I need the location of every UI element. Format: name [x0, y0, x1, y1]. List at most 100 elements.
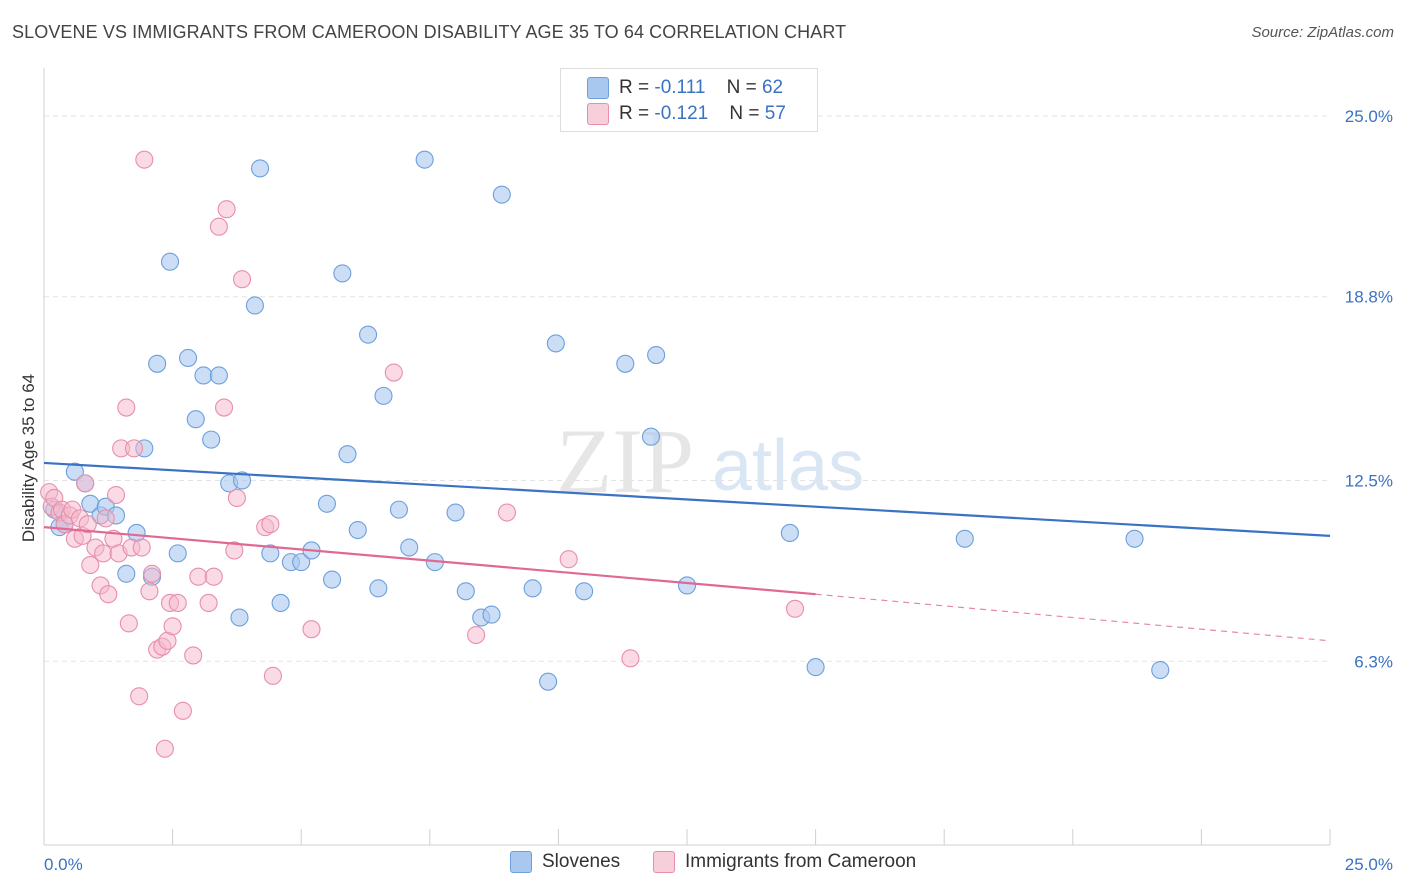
point-cameroon [106, 485, 126, 505]
point-slovenes [641, 427, 661, 446]
point-slovenes [250, 159, 270, 178]
point-cameroon [559, 550, 578, 569]
point-cameroon [78, 515, 97, 534]
point-slovenes [400, 538, 419, 557]
point-slovenes [359, 325, 378, 344]
point-cameroon [232, 270, 252, 289]
n-value: 57 [764, 103, 786, 124]
point-slovenes [317, 494, 336, 513]
point-cameroon [94, 544, 113, 563]
point-cameroon [204, 567, 223, 586]
point-slovenes [230, 608, 249, 627]
legend-label-cameroon: Immigrants from Cameroon [685, 851, 917, 872]
point-slovenes [348, 520, 367, 540]
point-cameroon [132, 538, 151, 557]
tick-labels: 6.3% 12.5% 18.8% 25.0% 0.0% 25.0% [44, 107, 1393, 874]
r-label: R = [619, 103, 655, 124]
watermark: ZIP atlas [556, 410, 864, 512]
point-slovenes [194, 366, 213, 385]
point-cameroon [163, 617, 182, 636]
point-slovenes [575, 582, 594, 601]
correlation-legend: R = -0.111 N = 62 R = -0.121 N = 57 [560, 68, 818, 132]
point-slovenes [186, 410, 205, 429]
point-cameroon [76, 474, 95, 493]
legend-swatch-blue [587, 77, 609, 99]
point-slovenes [245, 296, 264, 315]
point-cameroon [785, 599, 805, 618]
point-cameroon [117, 398, 136, 417]
point-slovenes [647, 346, 666, 365]
legend-item-slovenes: Slovenes [510, 851, 620, 873]
point-slovenes [677, 576, 697, 595]
trend-line-slovenes [43, 461, 1331, 537]
point-slovenes [178, 348, 198, 368]
point-slovenes [1151, 660, 1170, 680]
point-cameroon [96, 509, 115, 528]
point-slovenes [374, 386, 393, 405]
point-cameroon [261, 515, 280, 534]
point-slovenes [292, 553, 311, 572]
point-slovenes [492, 185, 511, 204]
y-tick-label: 12.5% [1345, 471, 1393, 490]
axes [43, 68, 1331, 846]
legend-swatch-pink [653, 851, 675, 873]
point-cameroon [81, 555, 100, 575]
legend-swatch-pink [587, 103, 609, 125]
legend-item-cameroon: Immigrants from Cameroon [653, 851, 916, 873]
point-slovenes [446, 503, 465, 522]
point-cameroon [263, 666, 282, 685]
n-value: 62 [761, 77, 784, 98]
point-slovenes [271, 593, 290, 612]
point-cameroon [124, 439, 144, 458]
y-axis-label: Disability Age 35 to 64 [19, 374, 38, 542]
point-slovenes [780, 523, 799, 543]
chart-source: Source: ZipAtlas.com [1251, 24, 1394, 41]
point-cameroon [497, 503, 517, 522]
point-cameroon [209, 217, 228, 236]
point-cameroon [135, 150, 154, 169]
point-cameroon [142, 564, 162, 583]
point-slovenes [261, 544, 280, 563]
data-points [40, 106, 1170, 758]
point-slovenes [148, 354, 167, 373]
y-tick-label: 25.0% [1345, 107, 1393, 126]
n-label: N = [729, 103, 765, 124]
point-cameroon [199, 593, 218, 612]
y-tick-label: 18.8% [1345, 288, 1393, 307]
r-value: -0.121 [654, 103, 709, 124]
point-slovenes [160, 252, 180, 271]
trend-lines [43, 461, 1331, 642]
r-label: R = [619, 77, 655, 98]
chart-title: SLOVENE VS IMMIGRANTS FROM CAMEROON DISA… [12, 22, 847, 42]
point-cameroon [227, 488, 246, 508]
point-slovenes [415, 150, 434, 169]
point-cameroon [217, 200, 236, 219]
point-cameroon [302, 620, 321, 639]
point-slovenes [168, 544, 187, 563]
x-tick-label-min: 0.0% [44, 855, 83, 874]
point-cameroon [119, 614, 138, 633]
legend-swatch-blue [510, 851, 532, 873]
point-slovenes [539, 672, 558, 691]
point-slovenes [232, 471, 252, 490]
y-tick-label: 6.3% [1354, 652, 1393, 671]
point-slovenes [202, 430, 221, 449]
point-slovenes [523, 579, 542, 598]
point-slovenes [209, 366, 228, 385]
r-value: -0.111 [654, 77, 706, 98]
point-cameroon [225, 541, 244, 560]
point-cameroon [189, 567, 208, 586]
trend-line-cameroon-extension [815, 593, 1331, 642]
point-cameroon [155, 739, 174, 758]
point-cameroon [467, 625, 486, 645]
point-cameroon [214, 398, 234, 417]
point-cameroon [130, 687, 149, 706]
point-slovenes [333, 264, 352, 283]
point-slovenes [389, 500, 408, 519]
point-slovenes [482, 605, 501, 624]
point-slovenes [955, 529, 974, 548]
point-cameroon [621, 649, 640, 668]
point-slovenes [546, 334, 565, 353]
point-slovenes [456, 582, 475, 601]
